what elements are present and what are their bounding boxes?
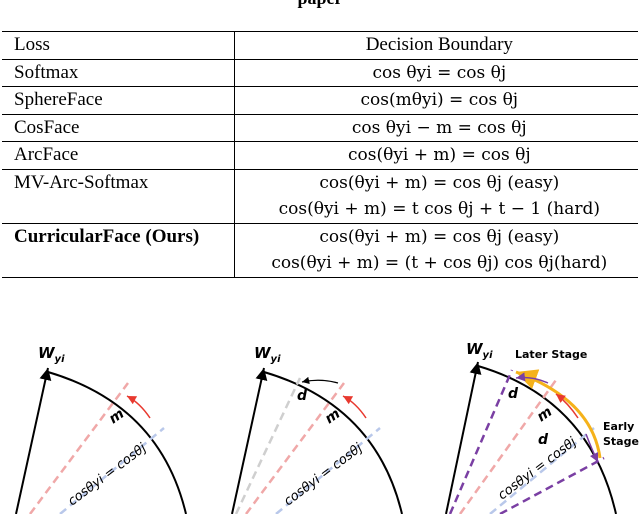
table-row: MV-Arc-Softmax cos(θyi + m) = cos θj (ea…	[2, 168, 638, 196]
blue-dashed-line	[275, 427, 381, 514]
decision-boundary: cos θyi = cos θj	[233, 58, 638, 87]
loss-name: CurricularFace (Ours)	[2, 222, 235, 250]
d-arrow-bottom	[585, 433, 599, 463]
decision-boundary: cos(θyi + m) = cos θj	[233, 141, 638, 169]
table-header-row: Loss Decision Boundary	[2, 31, 638, 60]
d-arrow-top	[515, 372, 549, 384]
loss-name-empty	[2, 196, 234, 223]
purple-dashed-line-1	[448, 369, 514, 514]
decision-boundary: cos θyi − m = cos θj	[233, 113, 638, 142]
header-loss: Loss	[2, 31, 235, 60]
figure-2: Wyi d m cosθyi = cosθj	[231, 344, 403, 514]
table-row: ArcFace cos(θyi + m) = cos θj	[2, 141, 638, 169]
m-margin-arrow	[555, 393, 579, 419]
blue-dashed-line	[489, 427, 595, 514]
loss-name: MV-Arc-Softmax	[2, 168, 235, 196]
table-row: SphereFace cos(mθyi) = cos θj	[2, 86, 638, 114]
loss-table: Loss Decision Boundary Softmax cos θyi =…	[2, 31, 638, 278]
loss-name: Softmax	[2, 58, 235, 87]
header-decision-boundary: Decision Boundary	[233, 31, 638, 60]
m-margin-arrow	[126, 395, 151, 419]
d-label: d	[297, 388, 308, 404]
blue-dashed-line	[59, 427, 165, 514]
d-arrow	[301, 376, 339, 384]
table-row: Softmax cos θyi = cos θj	[2, 58, 638, 87]
decision-boundary: cos(θyi + m) = t cos θj + t − 1 (hard)	[233, 196, 638, 223]
weight-vector	[231, 367, 268, 514]
unit-arc	[47, 371, 187, 514]
table-row: CosFace cos θyi − m = cos θj	[2, 113, 638, 142]
decision-boundary: cos(θyi + m) = (t + cos θj) cos θj(hard)	[233, 250, 638, 278]
pink-dashed-line	[28, 382, 130, 514]
purple-dashed-line-2	[499, 456, 605, 514]
loss-name: CosFace	[2, 113, 235, 142]
pink-dashed-line	[458, 379, 558, 514]
table-row: cos(θyi + m) = (t + cos θj) cos θj(hard)	[2, 250, 638, 278]
weight-label: Wyi	[466, 340, 493, 361]
d-label-top: d	[508, 386, 519, 402]
table-row: cos(θyi + m) = t cos θj + t − 1 (hard)	[2, 196, 638, 223]
table-row: CurricularFace (Ours) cos(θyi + m) = cos…	[2, 222, 638, 250]
weight-vector	[15, 367, 52, 514]
figure-1: Wyi m cosθyi = cosθj	[15, 344, 187, 514]
figure-3: Wyi Later Stage Early Stage d m d cosθyi…	[445, 340, 639, 514]
later-stage-label: Later Stage	[515, 348, 587, 361]
m-margin-arrow	[342, 395, 367, 419]
decision-boundary: cos(mθyi) = cos θj	[233, 86, 638, 114]
loss-name: SphereFace	[2, 86, 235, 114]
decision-boundary: cos(θyi + m) = cos θj (easy)	[233, 222, 638, 250]
weight-vector	[445, 361, 482, 514]
early-stage-label-line2: Stage	[603, 435, 639, 448]
d-label-bottom: d	[538, 432, 549, 448]
unit-arc	[263, 371, 403, 514]
decision-boundary-figures: Wyi m cosθyi = cosθj Wyi d m cosθyi = co…	[15, 340, 639, 514]
pink-dashed-line	[244, 382, 346, 514]
weight-label: Wyi	[38, 344, 65, 365]
loss-name-empty	[2, 250, 235, 278]
unit-arc	[477, 365, 617, 514]
top-caption: paper	[0, 0, 640, 9]
weight-label: Wyi	[254, 344, 281, 365]
decision-boundary: cos(θyi + m) = cos θj (easy)	[233, 168, 638, 196]
early-stage-label-line1: Early	[603, 420, 634, 433]
loss-name: ArcFace	[2, 141, 235, 169]
